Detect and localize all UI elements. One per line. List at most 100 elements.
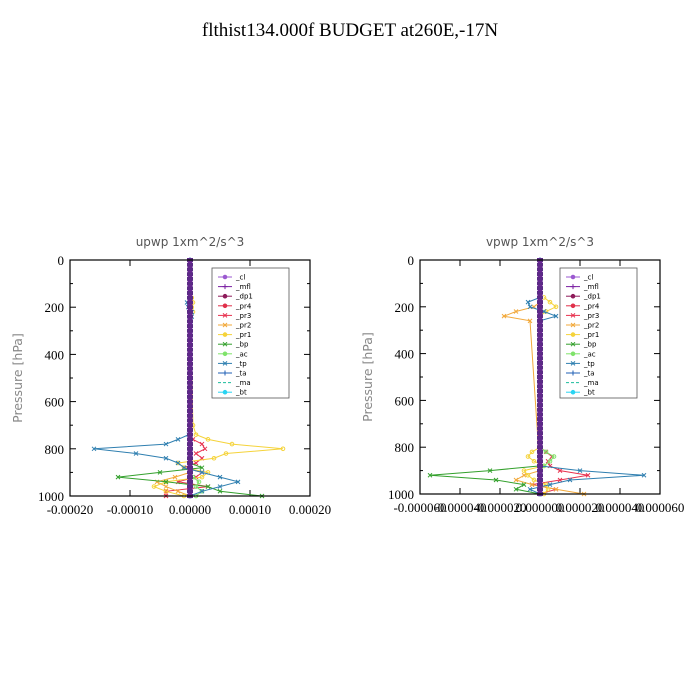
zero-profile-marker (187, 376, 193, 380)
data-point (501, 313, 507, 319)
data-point (211, 455, 217, 461)
series-line-bp (117, 462, 263, 497)
zero-profile-marker (537, 351, 543, 356)
zero-profile-marker (537, 393, 543, 398)
zero-profile-marker (537, 459, 543, 464)
data-point (521, 472, 527, 478)
data-point (487, 468, 493, 473)
legend-marker (222, 274, 228, 280)
x-tick-label: 0.000000 (516, 500, 565, 515)
legend-label: _pr2 (235, 322, 251, 330)
y-tick-label: 1000 (38, 489, 64, 504)
zero-profile-marker (537, 379, 543, 384)
data-point (553, 304, 559, 310)
data-point (641, 472, 647, 478)
zero-profile-marker (537, 407, 543, 412)
x-tick-label: 0.00010 (229, 502, 271, 517)
zero-profile-marker (187, 413, 193, 418)
zero-profile-marker (537, 262, 543, 267)
zero-profile-marker (537, 463, 543, 468)
data-point (217, 488, 223, 494)
legend-marker (222, 303, 228, 309)
zero-profile-marker (537, 403, 543, 408)
zero-profile-marker (187, 300, 193, 305)
zero-profile-marker (537, 272, 543, 277)
y-tick-label: 0 (58, 253, 65, 268)
zero-profile-marker (187, 475, 193, 480)
legend-marker (222, 370, 228, 376)
zero-profile-marker (537, 454, 543, 459)
legend-marker (222, 332, 228, 337)
legend-label: _pr1 (583, 331, 599, 339)
zero-profile-marker (187, 366, 193, 371)
zero-profile-marker (187, 437, 193, 442)
zero-profile-marker (187, 484, 193, 489)
legend-label: _pr2 (583, 322, 599, 330)
zero-profile-marker (537, 300, 543, 305)
x-tick-label: 0.000060 (636, 500, 685, 515)
zero-profile-marker (187, 418, 193, 423)
data-point (163, 455, 169, 461)
legend-marker (570, 370, 576, 376)
legend-marker (570, 303, 576, 309)
legend-label: _bp (583, 341, 597, 349)
zero-profile-marker (537, 426, 543, 431)
data-point (527, 304, 533, 310)
legend-marker (570, 322, 576, 328)
series-line-pr2 (155, 471, 191, 497)
legend-label: _pr1 (235, 331, 251, 339)
x-tick-label: 0.000020 (556, 500, 605, 515)
plot-frame (69, 259, 311, 497)
zero-profile-marker (537, 389, 543, 394)
legend-marker (570, 332, 576, 337)
legend-marker (570, 313, 576, 318)
zero-profile-marker (537, 295, 543, 300)
zero-profile-marker (187, 267, 193, 272)
data-point (529, 482, 535, 487)
zero-profile-marker (537, 449, 543, 454)
data-point (525, 472, 531, 478)
data-point (151, 484, 157, 489)
legend-label: _ma (235, 379, 251, 387)
zero-profile-marker (187, 442, 193, 447)
data-point (205, 484, 211, 489)
data-point (427, 472, 433, 478)
zero-profile-marker (187, 423, 193, 428)
legend-label: _pr3 (583, 312, 599, 320)
zero-profile-marker (187, 338, 193, 343)
y-axis-label: Pressure [hPa] (360, 332, 375, 422)
series-line-bp (429, 465, 541, 495)
data-point (513, 477, 519, 483)
data-point (547, 482, 553, 487)
y-tick-label: 800 (395, 440, 415, 455)
zero-profile-marker (537, 412, 543, 417)
zero-profile-marker (537, 346, 543, 351)
zero-profile-marker (537, 384, 543, 389)
legend: _cl_mfl_dp1_pr4_pr3_pr2_pr1_bp_ac_tp_ta_… (559, 267, 638, 399)
data-point (280, 446, 286, 452)
zero-profile-marker (537, 468, 543, 473)
data-point (172, 474, 178, 480)
plot-frame (419, 259, 661, 495)
zero-profile-marker (537, 445, 543, 450)
chart-panel-1: upwp 1xm^2/s^3 Pressure [hPa] 0 200 400 600 80… (10, 235, 331, 517)
legend-label: _bt (235, 389, 247, 397)
legend-label: _pr4 (583, 302, 600, 310)
zero-profile-marker (187, 427, 193, 432)
y-tick-label: 200 (45, 300, 65, 315)
data-point (521, 482, 527, 487)
zero-profile-marker (537, 328, 543, 333)
data-point (91, 446, 97, 452)
data-point (553, 313, 559, 319)
data-point (531, 458, 537, 464)
y-tick-label: 1000 (388, 487, 414, 502)
zero-profile-marker (187, 404, 193, 409)
panel-title: upwp 1xm^2/s^3 (136, 235, 245, 249)
legend-label: _pr4 (235, 302, 252, 310)
zero-profile-marker (187, 286, 193, 291)
legend-marker (570, 284, 576, 290)
zero-profile-marker (187, 314, 193, 319)
legend-label: _pr3 (235, 312, 251, 320)
x-tick-label: 0.00020 (289, 502, 331, 517)
